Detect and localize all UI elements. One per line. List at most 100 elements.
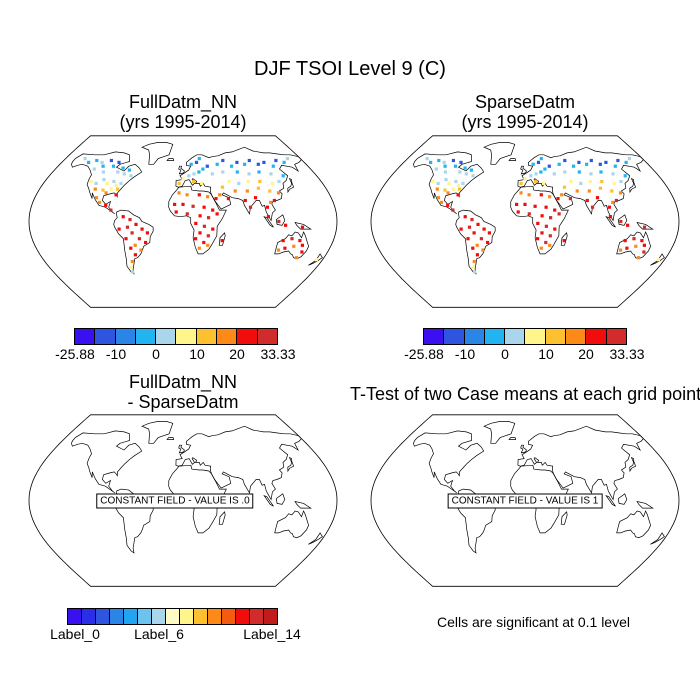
station-dot-icon — [539, 193, 543, 197]
station-dot-icon — [94, 181, 98, 185]
station-dot-icon — [140, 227, 144, 231]
station-dot-icon — [197, 193, 201, 197]
station-dot-icon — [656, 258, 660, 262]
station-dot-icon — [568, 197, 572, 201]
station-dot-icon — [197, 157, 201, 161]
station-dot-icon — [285, 157, 289, 161]
station-dot-icon — [523, 202, 527, 206]
colorbar-swatch — [221, 608, 236, 625]
coastline — [455, 209, 496, 275]
panel-1-title-line1: FullDatm_NN — [128, 92, 238, 112]
colorbar-1-label: 20 — [229, 346, 245, 362]
station-dot-icon — [272, 198, 276, 203]
station-dot-icon — [94, 196, 99, 200]
station-dot-icon — [634, 244, 638, 248]
station-dot-icon — [253, 196, 258, 200]
station-dot-icon — [121, 215, 125, 219]
station-dot-icon — [262, 160, 266, 164]
station-dot-icon — [133, 243, 137, 247]
station-dot-icon — [177, 191, 181, 195]
station-dot-icon — [625, 246, 629, 250]
station-dot-icon — [202, 224, 206, 228]
coastline — [287, 177, 295, 194]
station-dot-icon — [109, 208, 113, 212]
colorbar-swatch — [67, 608, 82, 625]
station-dot-icon — [444, 178, 448, 182]
station-dot-icon — [539, 157, 543, 161]
station-dot-icon — [552, 172, 556, 176]
station-dot-icon — [540, 231, 544, 235]
station-dot-icon — [268, 189, 272, 193]
station-dot-icon — [181, 177, 185, 181]
colorbar-1-label: 0 — [152, 346, 160, 362]
station-dot-icon — [116, 170, 120, 174]
station-dot-icon — [191, 204, 195, 208]
panel-2-title: SparseDatm (yrs 1995-2014) — [370, 92, 680, 132]
station-dot-icon — [246, 179, 250, 184]
panel-3-title-line2: - SparseDatm — [127, 392, 239, 412]
colorbar-2-label: 33.33 — [609, 346, 645, 362]
coastline — [166, 437, 175, 440]
coastline — [71, 151, 143, 215]
station-dot-icon — [611, 200, 615, 204]
station-dot-icon — [459, 160, 463, 164]
coastline — [275, 493, 286, 505]
station-dot-icon — [220, 185, 225, 189]
station-dot-icon — [233, 189, 237, 193]
station-dot-icon — [245, 189, 249, 193]
station-dot-icon — [243, 162, 247, 166]
colorbar-swatch — [95, 608, 110, 625]
station-dot-icon — [557, 162, 561, 166]
colorbar-2-label: 0 — [501, 346, 509, 362]
station-dot-icon — [230, 164, 234, 168]
station-dot-icon — [269, 172, 273, 176]
coastline — [413, 151, 485, 215]
station-dot-icon — [587, 189, 591, 193]
station-dot-icon — [173, 202, 177, 206]
station-dot-icon — [215, 162, 219, 166]
station-dot-icon — [87, 160, 91, 164]
colorbar-2-label: -25.88 — [404, 346, 444, 362]
colorbar-swatch — [216, 328, 238, 345]
station-dot-icon — [277, 179, 281, 184]
station-dot-icon — [588, 179, 592, 184]
station-dot-icon — [461, 181, 465, 185]
colorbar-swatch — [249, 608, 264, 625]
colorbar-swatch — [463, 328, 485, 345]
station-dot-icon — [472, 231, 476, 235]
station-dot-icon — [133, 253, 137, 257]
station-dot-icon — [611, 172, 615, 176]
coastline — [636, 221, 654, 230]
station-dot-icon — [534, 172, 538, 176]
station-dot-icon — [119, 181, 123, 185]
station-dot-icon — [549, 216, 553, 220]
station-dot-icon — [471, 246, 475, 250]
coastline — [294, 221, 312, 230]
station-dot-icon — [590, 205, 595, 209]
station-dot-icon — [300, 250, 304, 254]
station-dot-icon — [247, 172, 251, 176]
station-dot-icon — [553, 208, 557, 212]
station-dot-icon — [128, 218, 132, 222]
station-dot-icon — [454, 179, 458, 184]
station-dot-icon — [451, 158, 455, 163]
station-dot-icon — [130, 259, 134, 264]
station-dot-icon — [527, 193, 531, 197]
station-dot-icon — [194, 160, 199, 164]
coastline — [141, 421, 174, 444]
coastline — [517, 425, 644, 501]
coastline — [510, 185, 569, 255]
station-dot-icon — [523, 177, 527, 181]
station-dot-icon — [539, 170, 543, 174]
station-dot-icon — [290, 237, 294, 241]
station-dot-icon — [563, 158, 567, 163]
station-dot-icon — [129, 174, 133, 178]
station-dot-icon — [93, 187, 97, 191]
station-dot-icon — [464, 172, 468, 176]
station-dot-icon — [247, 158, 251, 163]
station-dot-icon — [89, 179, 93, 184]
coastline — [275, 214, 286, 226]
coastline — [560, 511, 568, 525]
station-dot-icon — [572, 164, 576, 168]
station-dot-icon — [542, 181, 546, 185]
